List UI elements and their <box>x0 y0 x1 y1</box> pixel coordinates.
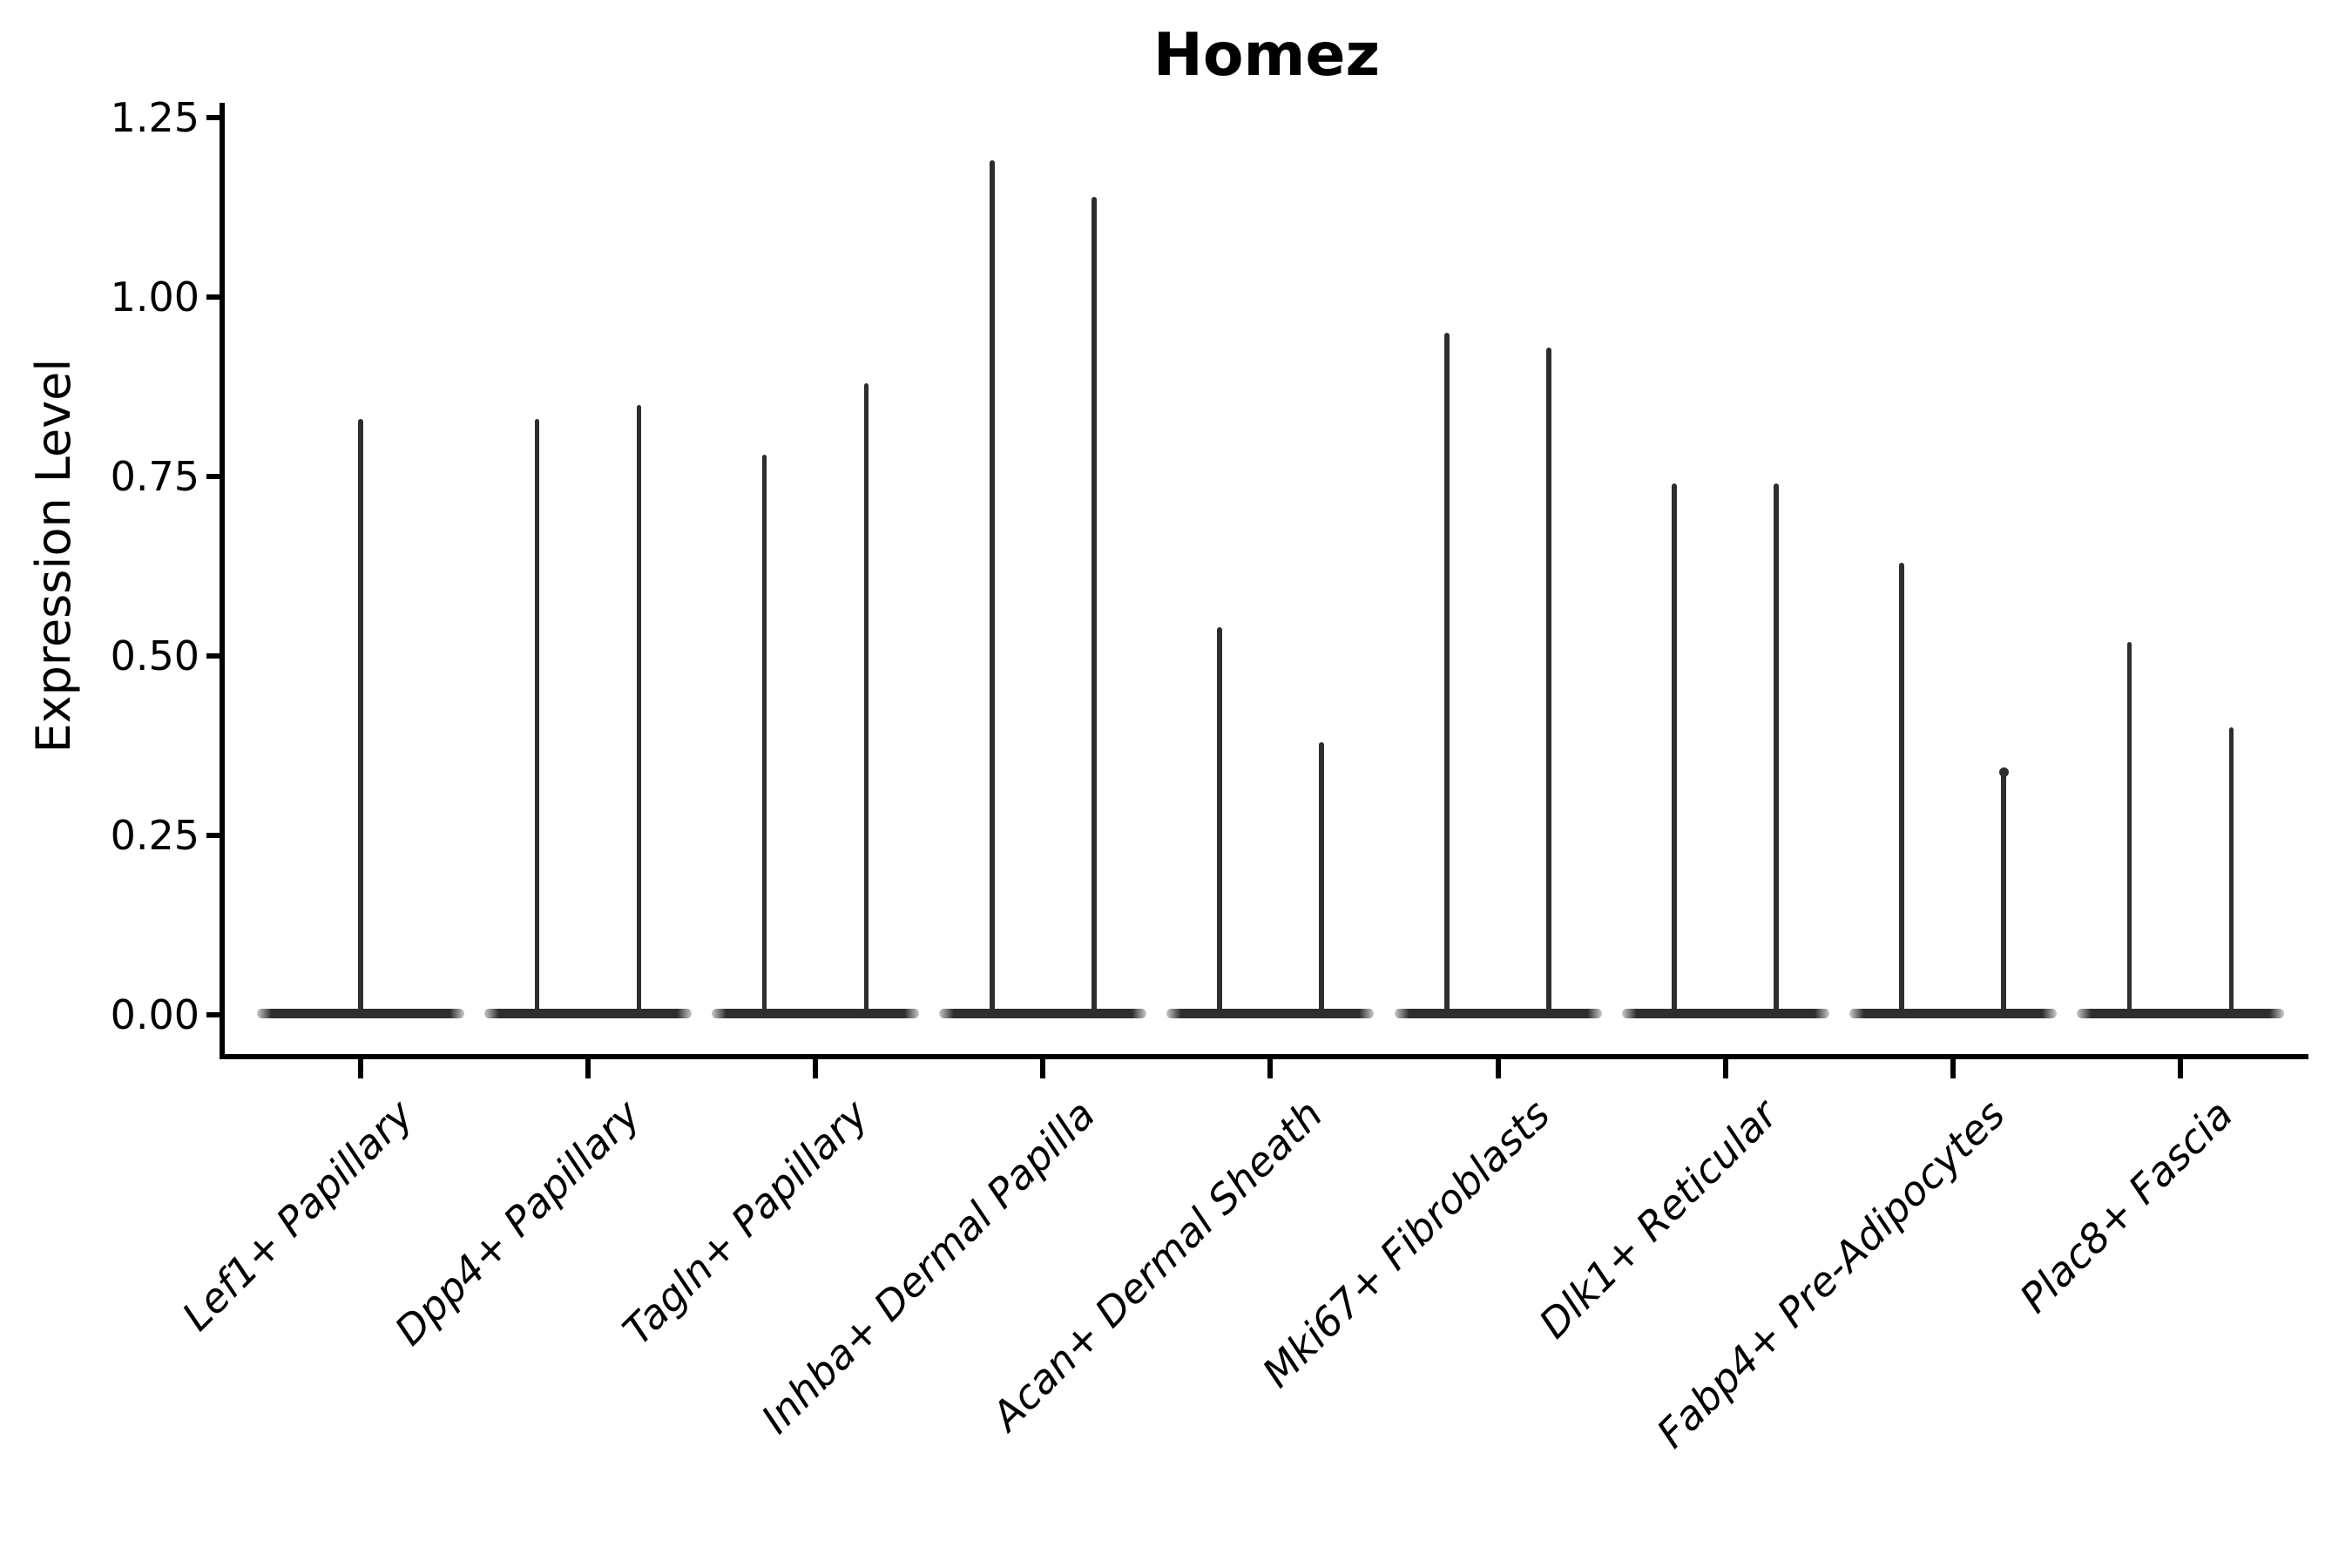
violin-spike <box>636 404 642 1015</box>
y-tick-mark <box>206 474 220 479</box>
violin-tip-dot <box>1998 767 2009 777</box>
violin-spike <box>1899 562 1904 1015</box>
y-tick-mark <box>206 653 220 659</box>
plot-title: Homez <box>1152 21 1381 90</box>
y-tick-label: 1.00 <box>110 274 199 321</box>
x-tick-label: Dlk1+ Reticular <box>1530 1091 1787 1348</box>
violin-spike <box>990 160 995 1015</box>
violin-spike <box>1672 483 1677 1015</box>
y-tick-label: 0.00 <box>110 991 199 1038</box>
x-tick-mark <box>1040 1059 1046 1078</box>
violin-base <box>1621 1008 1829 1018</box>
y-tick-label: 1.25 <box>110 94 199 141</box>
x-axis-spine <box>220 1054 2308 1059</box>
violin-spike <box>1444 333 1450 1015</box>
y-axis-spine <box>220 103 225 1059</box>
violin-spike <box>2126 641 2132 1015</box>
x-tick-label: Dpp4+ Papillary <box>385 1091 650 1355</box>
violin-base <box>1166 1008 1375 1018</box>
violin-spike <box>1546 347 1551 1015</box>
x-tick-mark <box>1267 1059 1274 1078</box>
violin-spike <box>863 382 869 1015</box>
violin-spike <box>1092 196 1097 1015</box>
x-tick-mark <box>1722 1059 1728 1078</box>
x-tick-mark <box>585 1059 591 1078</box>
x-tick-mark <box>358 1059 363 1078</box>
violin-base <box>1848 1008 2057 1018</box>
x-tick-mark <box>1950 1059 1956 1078</box>
x-tick-mark <box>2177 1059 2183 1078</box>
violin-spike <box>2001 770 2006 1015</box>
violin-base <box>939 1008 1147 1018</box>
violin-base <box>712 1008 920 1018</box>
violin-spike <box>358 419 363 1015</box>
y-tick-mark <box>206 294 220 300</box>
y-tick-label: 0.25 <box>110 812 199 859</box>
violin-base <box>1394 1008 1602 1018</box>
y-tick-label: 0.50 <box>110 632 199 679</box>
x-tick-mark <box>813 1059 819 1078</box>
violin-spike <box>1319 741 1324 1015</box>
x-tick-mark <box>1495 1059 1501 1078</box>
violin-spike <box>1217 627 1222 1015</box>
y-tick-mark <box>206 833 220 838</box>
y-tick-mark <box>206 1012 220 1017</box>
violin-base <box>484 1008 693 1018</box>
violin-spike <box>2228 727 2234 1015</box>
x-tick-label: Lef1+ Papillary <box>172 1091 422 1340</box>
violin-base <box>2076 1008 2284 1018</box>
violin-spike <box>1774 483 1779 1015</box>
y-tick-label: 0.75 <box>110 453 199 500</box>
violin-spike <box>761 455 767 1015</box>
y-tick-mark <box>206 115 220 120</box>
violin-spike <box>534 419 540 1015</box>
x-tick-label: Plac8+ Fascia <box>2010 1091 2241 1322</box>
x-tick-label: Tagln+ Papillary <box>613 1091 877 1355</box>
